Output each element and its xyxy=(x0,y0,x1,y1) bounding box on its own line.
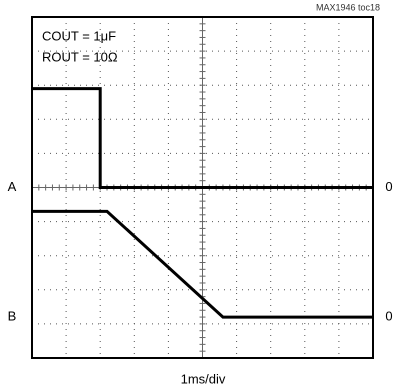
annotation: ROUT = 10Ω xyxy=(42,49,118,64)
trace xyxy=(32,87,373,189)
plot: A 0 B 0 xyxy=(8,16,393,359)
figure-id: MAX1946 toc18 xyxy=(316,2,380,12)
channel-label: A xyxy=(8,179,17,194)
x-axis-label: 1ms/div xyxy=(181,371,226,386)
zero-label: 0 xyxy=(385,179,392,194)
annotation: COUT = 1μF xyxy=(42,28,116,43)
trace xyxy=(32,209,373,319)
channel-label: B xyxy=(8,309,17,324)
zero-label: 0 xyxy=(385,309,392,324)
